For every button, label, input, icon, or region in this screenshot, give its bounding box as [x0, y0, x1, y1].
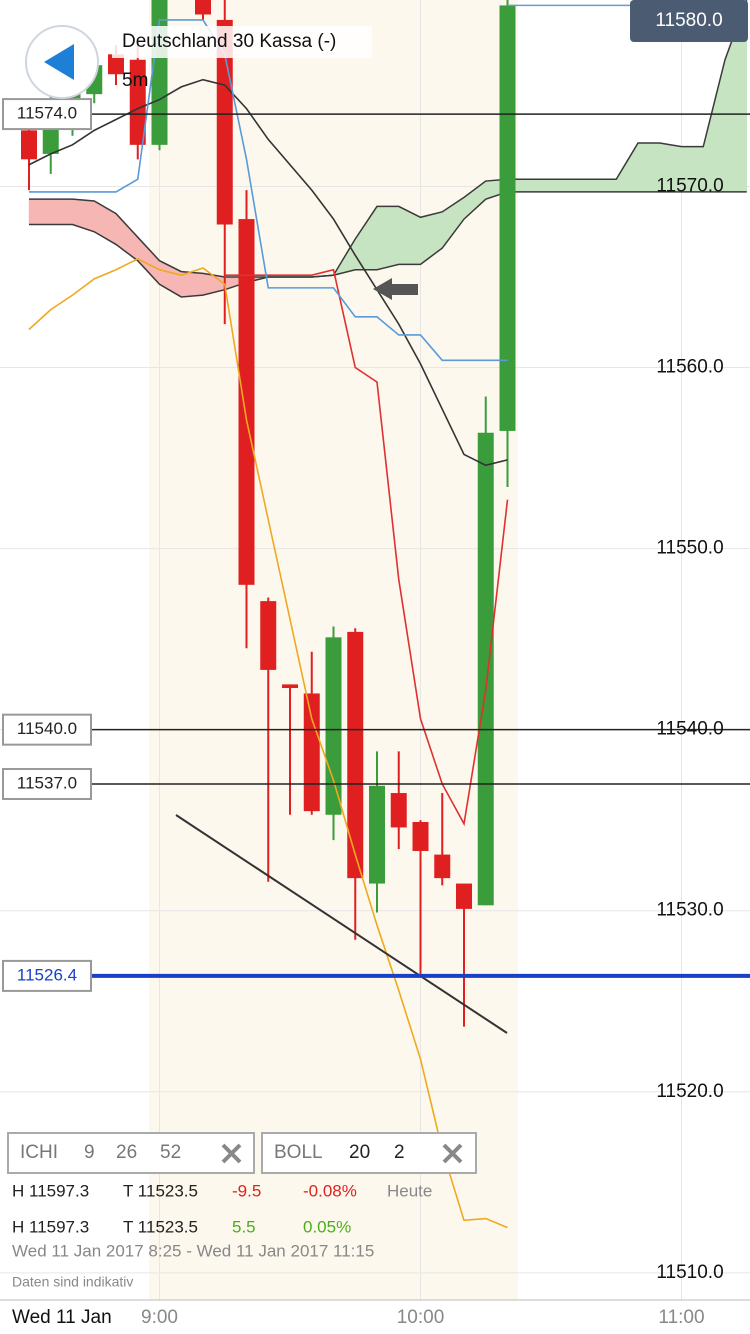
cloud-fill: [376, 206, 399, 271]
interval-label[interactable]: 5m: [122, 70, 148, 91]
chip-close[interactable]: [221, 1143, 242, 1164]
chip-box[interactable]: [7, 1132, 255, 1174]
y-tick-label: 11540.0: [656, 719, 723, 740]
x-tick-label: 11:00: [658, 1307, 704, 1328]
info-note: Heute: [387, 1181, 432, 1200]
cloud-fill: [181, 271, 204, 298]
cloud-edge: [29, 191, 747, 278]
candle-body: [195, 0, 211, 15]
last-price-label: 11580.0: [655, 10, 722, 31]
cloud-fill: [572, 178, 595, 193]
indicator-lines: [28, 19, 509, 1229]
info-change: -9.5: [232, 1181, 261, 1200]
title-bg: [112, 26, 372, 58]
indicator-line: [28, 78, 508, 467]
price-levels: 11574.0 11540.0 11537.0 11526.4: [2, 4, 750, 992]
cloud-edge: [29, 0, 748, 298]
info-high: H 11597.3: [12, 1217, 89, 1236]
chip-close[interactable]: [442, 1143, 463, 1164]
cloud-fill: [550, 178, 573, 193]
back-arrow[interactable]: [44, 44, 74, 80]
candle-body: [347, 631, 364, 879]
y-tick-label: 11570.0: [656, 176, 723, 197]
axes: 11510.0 11520.0 11530.0 11540.0 11550.0 11560…: [141, 176, 724, 1329]
cloud-fill: [594, 178, 617, 193]
back-button[interactable]: [25, 25, 99, 99]
candle-body: [21, 130, 37, 160]
candle-body: [456, 883, 472, 909]
level-label: 11574.0: [17, 104, 77, 123]
level-label-box: [2, 959, 92, 992]
candle-body: [434, 854, 451, 879]
trend-line: [175, 814, 508, 1034]
y-tick-label: 11550.0: [656, 538, 723, 559]
chip-name: ICHI: [20, 1142, 58, 1163]
info-low: T 11523.5: [123, 1217, 198, 1236]
chip-name: BOLL: [274, 1142, 323, 1163]
info-range: Wed 11 Jan 2017 8:25 - Wed 11 Jan 2017 1…: [12, 1241, 374, 1260]
candle-body: [260, 601, 277, 670]
ichimoku-cloud: [28, 0, 748, 298]
y-tick-label: 11530.0: [656, 900, 723, 921]
cloud-fill: [28, 198, 51, 225]
y-tick-label: 11560.0: [656, 357, 723, 378]
info-percent: 0.05%: [303, 1217, 351, 1236]
level-label: 11537.0: [17, 773, 77, 792]
level-label-box: [2, 767, 92, 800]
chart-title: Deutschland 30 Kassa (-): [122, 31, 336, 52]
candle-body: [238, 219, 255, 585]
info-high: H 11597.3: [12, 1181, 89, 1200]
y-tick-label: 11510.0: [656, 1262, 723, 1283]
chip-param: 52: [160, 1142, 181, 1163]
candle-body: [282, 684, 298, 689]
y-tick-label: 11520.0: [656, 1081, 723, 1102]
chip-param: 2: [394, 1142, 405, 1163]
cloud-arrow: [373, 278, 418, 300]
candle-body: [369, 785, 385, 884]
candle-body: [129, 59, 146, 145]
disclaimer: Daten sind indikativ: [12, 1274, 133, 1290]
chip-box[interactable]: [261, 1132, 477, 1174]
candle-body: [108, 54, 124, 75]
date-label: Wed 11 Jan: [12, 1307, 112, 1328]
chip-param: 20: [349, 1142, 370, 1163]
candle-body: [412, 822, 429, 851]
level-label: 11526.4: [17, 965, 77, 984]
indicator-line: [29, 19, 508, 362]
info-change: 5.5: [232, 1217, 256, 1236]
level-label-box: [2, 98, 92, 131]
info-percent: -0.08%: [303, 1181, 357, 1200]
level-label-box: [2, 713, 92, 746]
indicator-line: [224, 268, 509, 827]
indicator-chip[interactable]: BOLL 20 2: [261, 1132, 477, 1174]
chip-param: 9: [84, 1142, 95, 1163]
chip-param: 26: [116, 1142, 137, 1163]
candle-body: [390, 793, 407, 828]
cloud-fill: [50, 198, 73, 225]
info-low: T 11523.5: [123, 1181, 198, 1200]
last-price-box: [630, 0, 748, 42]
level-label: 11540.0: [17, 719, 77, 738]
candle-body: [477, 432, 494, 906]
candle-body: [499, 5, 516, 431]
indicator-chip[interactable]: ICHI 9 26 52: [7, 1132, 255, 1174]
candle-body: [303, 693, 320, 812]
indicator-line: [28, 258, 508, 1229]
candle-body: [325, 637, 342, 815]
cloud-fill: [529, 178, 552, 193]
x-tick-label: 9:00: [141, 1307, 178, 1328]
plot-area: 11574.0 11540.0 11537.0 11526.4: [0, 0, 750, 1300]
x-tick-label: 10:00: [397, 1307, 445, 1328]
